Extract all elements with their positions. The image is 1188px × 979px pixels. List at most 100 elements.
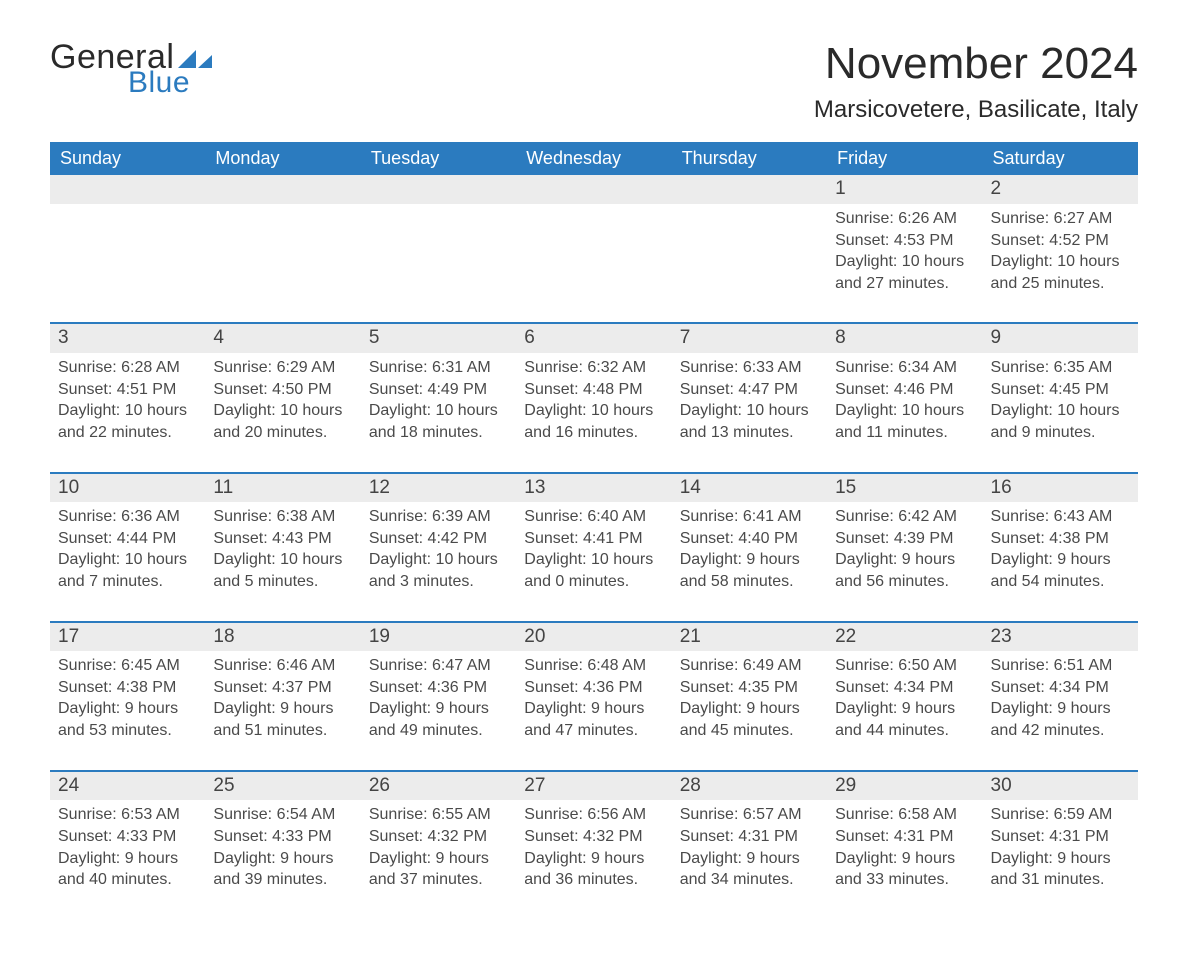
- day-data-cell: [50, 204, 205, 323]
- day-sunrise: Sunrise: 6:49 AM: [680, 655, 819, 677]
- day-number-cell: [361, 175, 516, 204]
- day-data: Sunrise: 6:43 AMSunset: 4:38 PMDaylight:…: [983, 502, 1138, 620]
- day-number-cell: 15: [827, 473, 982, 503]
- day-sunrise: Sunrise: 6:54 AM: [213, 804, 352, 826]
- day-daylight2: and 47 minutes.: [524, 720, 663, 742]
- day-sunset: Sunset: 4:51 PM: [58, 379, 197, 401]
- day-sunrise: Sunrise: 6:35 AM: [991, 357, 1130, 379]
- day-daylight2: and 27 minutes.: [835, 273, 974, 295]
- day-daylight2: and 42 minutes.: [991, 720, 1130, 742]
- day-sunset: Sunset: 4:47 PM: [680, 379, 819, 401]
- day-data-cell: Sunrise: 6:55 AMSunset: 4:32 PMDaylight:…: [361, 800, 516, 918]
- day-daylight1: Daylight: 9 hours: [524, 698, 663, 720]
- day-sunrise: Sunrise: 6:42 AM: [835, 506, 974, 528]
- day-data: Sunrise: 6:28 AMSunset: 4:51 PMDaylight:…: [50, 353, 205, 471]
- day-number-cell: 1: [827, 175, 982, 204]
- day-daylight1: Daylight: 10 hours: [991, 400, 1130, 422]
- day-data: Sunrise: 6:51 AMSunset: 4:34 PMDaylight:…: [983, 651, 1138, 769]
- day-number-cell: 13: [516, 473, 671, 503]
- day-data-cell: Sunrise: 6:38 AMSunset: 4:43 PMDaylight:…: [205, 502, 360, 621]
- day-daylight2: and 37 minutes.: [369, 869, 508, 891]
- day-number: 29: [827, 772, 982, 801]
- col-sunday: Sunday: [50, 142, 205, 175]
- day-daylight1: Daylight: 9 hours: [680, 698, 819, 720]
- day-number: 20: [516, 623, 671, 652]
- day-number-cell: 8: [827, 323, 982, 353]
- day-data-cell: Sunrise: 6:42 AMSunset: 4:39 PMDaylight:…: [827, 502, 982, 621]
- day-sunrise: Sunrise: 6:55 AM: [369, 804, 508, 826]
- day-data: Sunrise: 6:53 AMSunset: 4:33 PMDaylight:…: [50, 800, 205, 918]
- day-sunrise: Sunrise: 6:47 AM: [369, 655, 508, 677]
- week-data-row: Sunrise: 6:53 AMSunset: 4:33 PMDaylight:…: [50, 800, 1138, 918]
- day-number-cell: 4: [205, 323, 360, 353]
- day-data-cell: Sunrise: 6:51 AMSunset: 4:34 PMDaylight:…: [983, 651, 1138, 770]
- col-saturday: Saturday: [983, 142, 1138, 175]
- day-data: Sunrise: 6:35 AMSunset: 4:45 PMDaylight:…: [983, 353, 1138, 471]
- day-sunset: Sunset: 4:34 PM: [991, 677, 1130, 699]
- day-number: 16: [983, 474, 1138, 503]
- day-sunset: Sunset: 4:53 PM: [835, 230, 974, 252]
- day-number: 25: [205, 772, 360, 801]
- day-daylight1: Daylight: 10 hours: [58, 549, 197, 571]
- day-daylight1: Daylight: 9 hours: [835, 848, 974, 870]
- brand-word2: Blue: [128, 68, 190, 98]
- day-data: Sunrise: 6:45 AMSunset: 4:38 PMDaylight:…: [50, 651, 205, 769]
- day-number: 21: [672, 623, 827, 652]
- day-number-cell: 11: [205, 473, 360, 503]
- day-number: [50, 175, 205, 204]
- day-number: 6: [516, 324, 671, 353]
- day-number: 11: [205, 474, 360, 503]
- day-data: [672, 204, 827, 258]
- header-row: Sunday Monday Tuesday Wednesday Thursday…: [50, 142, 1138, 175]
- calendar-table: Sunday Monday Tuesday Wednesday Thursday…: [50, 142, 1138, 918]
- day-data-cell: Sunrise: 6:39 AMSunset: 4:42 PMDaylight:…: [361, 502, 516, 621]
- day-daylight2: and 58 minutes.: [680, 571, 819, 593]
- day-data-cell: [516, 204, 671, 323]
- day-daylight2: and 9 minutes.: [991, 422, 1130, 444]
- day-data: Sunrise: 6:57 AMSunset: 4:31 PMDaylight:…: [672, 800, 827, 918]
- day-sunrise: Sunrise: 6:53 AM: [58, 804, 197, 826]
- day-sunset: Sunset: 4:43 PM: [213, 528, 352, 550]
- day-daylight2: and 5 minutes.: [213, 571, 352, 593]
- day-data: Sunrise: 6:42 AMSunset: 4:39 PMDaylight:…: [827, 502, 982, 620]
- day-daylight1: Daylight: 9 hours: [680, 549, 819, 571]
- day-sunset: Sunset: 4:32 PM: [369, 826, 508, 848]
- day-number-cell: 17: [50, 622, 205, 652]
- day-data: [361, 204, 516, 258]
- day-data-cell: Sunrise: 6:32 AMSunset: 4:48 PMDaylight:…: [516, 353, 671, 472]
- day-sunset: Sunset: 4:33 PM: [58, 826, 197, 848]
- day-data-cell: Sunrise: 6:56 AMSunset: 4:32 PMDaylight:…: [516, 800, 671, 918]
- day-number-cell: 30: [983, 771, 1138, 801]
- day-number: 19: [361, 623, 516, 652]
- day-sunset: Sunset: 4:33 PM: [213, 826, 352, 848]
- week-data-row: Sunrise: 6:36 AMSunset: 4:44 PMDaylight:…: [50, 502, 1138, 621]
- day-number: 15: [827, 474, 982, 503]
- day-sunrise: Sunrise: 6:36 AM: [58, 506, 197, 528]
- week-daynum-row: 12: [50, 175, 1138, 204]
- day-number-cell: 19: [361, 622, 516, 652]
- day-sunrise: Sunrise: 6:31 AM: [369, 357, 508, 379]
- day-number: 26: [361, 772, 516, 801]
- day-sunset: Sunset: 4:36 PM: [369, 677, 508, 699]
- day-number-cell: 24: [50, 771, 205, 801]
- day-daylight1: Daylight: 9 hours: [369, 698, 508, 720]
- day-number-cell: 20: [516, 622, 671, 652]
- day-number: [205, 175, 360, 204]
- day-data: Sunrise: 6:50 AMSunset: 4:34 PMDaylight:…: [827, 651, 982, 769]
- day-number-cell: 27: [516, 771, 671, 801]
- day-daylight1: Daylight: 10 hours: [680, 400, 819, 422]
- day-daylight1: Daylight: 10 hours: [213, 549, 352, 571]
- day-sunset: Sunset: 4:50 PM: [213, 379, 352, 401]
- day-data: Sunrise: 6:26 AMSunset: 4:53 PMDaylight:…: [827, 204, 982, 322]
- day-number: 9: [983, 324, 1138, 353]
- day-sunset: Sunset: 4:31 PM: [991, 826, 1130, 848]
- day-daylight2: and 13 minutes.: [680, 422, 819, 444]
- day-data: Sunrise: 6:36 AMSunset: 4:44 PMDaylight:…: [50, 502, 205, 620]
- day-number: 17: [50, 623, 205, 652]
- day-sunrise: Sunrise: 6:45 AM: [58, 655, 197, 677]
- day-number-cell: 3: [50, 323, 205, 353]
- day-number-cell: 5: [361, 323, 516, 353]
- day-daylight1: Daylight: 10 hours: [991, 251, 1130, 273]
- col-monday: Monday: [205, 142, 360, 175]
- day-data-cell: Sunrise: 6:40 AMSunset: 4:41 PMDaylight:…: [516, 502, 671, 621]
